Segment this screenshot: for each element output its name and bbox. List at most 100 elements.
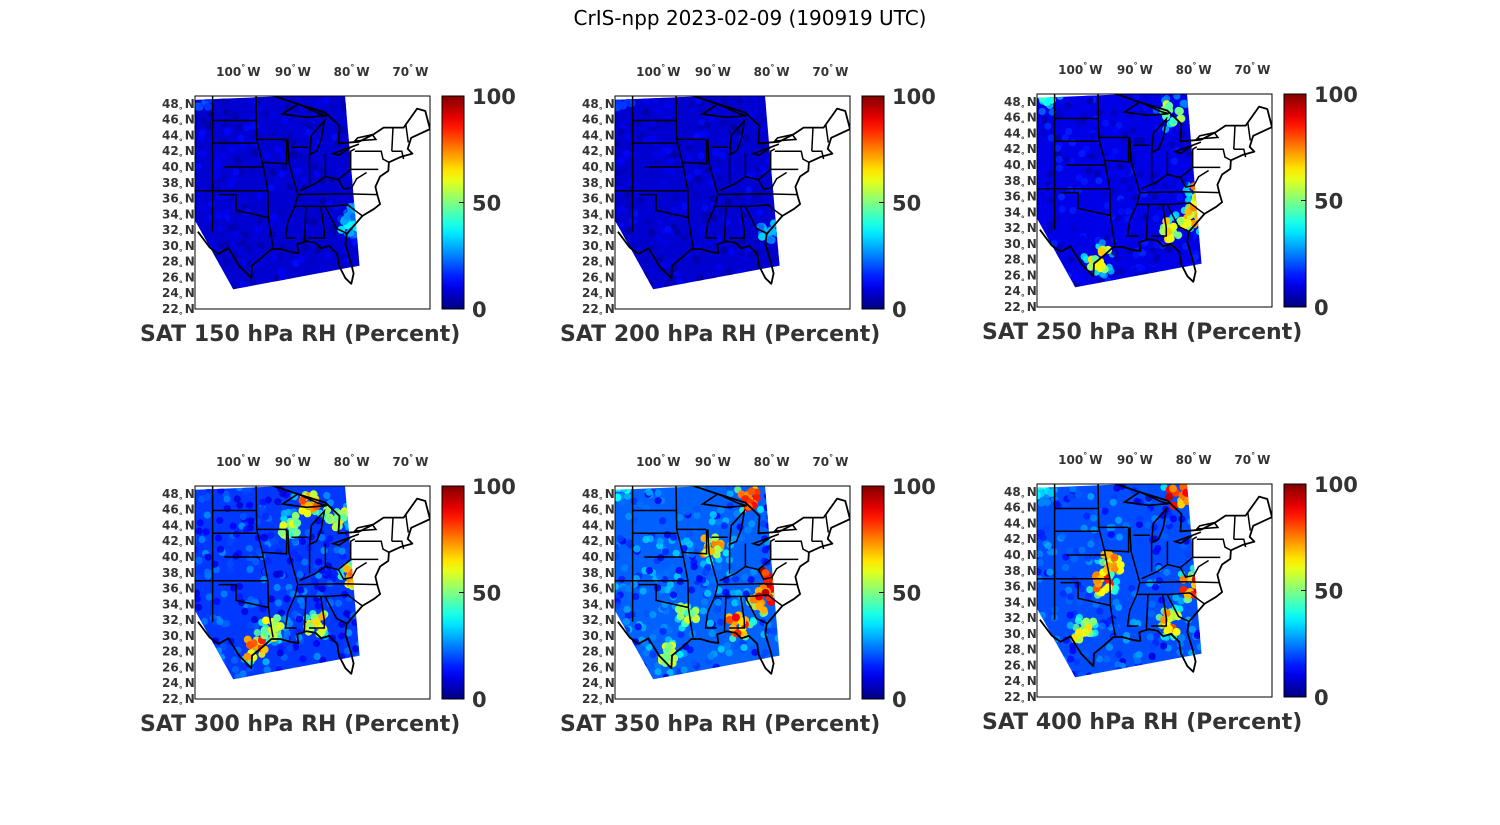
footprint: [711, 168, 720, 176]
footprint: [1111, 248, 1119, 256]
footprint: [714, 605, 722, 613]
feature-footprint: [298, 496, 307, 505]
footprint: [1065, 128, 1073, 136]
footprint: [269, 130, 277, 138]
lat-tick-label: 32° N: [582, 223, 615, 241]
footprint: [320, 546, 328, 555]
state-border: [303, 206, 307, 243]
colorbar-tick-label: 100: [892, 475, 936, 499]
footprint: [1172, 176, 1180, 184]
footprint: [338, 547, 346, 555]
footprint: [279, 490, 287, 498]
footprint: [665, 627, 673, 635]
state-border: [1233, 125, 1236, 150]
footprint: [1038, 107, 1046, 116]
footprint: [250, 616, 259, 624]
colorbar-tick-label: 100: [892, 85, 936, 109]
footprint: [722, 549, 730, 557]
footprint: [720, 136, 728, 144]
footprint: [267, 595, 275, 603]
footprint: [274, 161, 282, 169]
colorbar-tick-label: 50: [892, 582, 921, 606]
footprint: [740, 197, 748, 205]
footprint: [234, 268, 242, 276]
footprint: [248, 277, 256, 285]
footprint: [715, 518, 723, 526]
footprint: [1178, 634, 1186, 642]
footprint: [283, 629, 291, 638]
footprint: [318, 585, 326, 593]
state-border: [349, 148, 356, 170]
footprint: [1135, 651, 1143, 659]
footprint: [248, 517, 256, 525]
footprint: [1130, 152, 1138, 160]
state-border: [757, 558, 772, 571]
footprint: [1161, 183, 1170, 191]
map-frame: [614, 95, 851, 310]
lake-outline: [1150, 506, 1168, 544]
footprint: [1169, 148, 1177, 156]
footprint: [226, 538, 234, 546]
footprint: [660, 179, 668, 187]
feature-footprint: [1176, 217, 1185, 226]
footprint: [330, 569, 338, 577]
lon-tick-label: 80° W: [1176, 451, 1212, 467]
footprint: [633, 182, 641, 190]
footprint: [1111, 126, 1119, 134]
colorbar-tick-label: 50: [472, 582, 501, 606]
footprint: [690, 558, 698, 566]
feature-footprint: [1166, 234, 1175, 243]
footprint: [724, 198, 732, 206]
footprint: [250, 206, 258, 214]
footprint: [236, 501, 244, 509]
footprint: [648, 228, 656, 237]
footprint: [202, 137, 210, 146]
feature-footprint: [664, 642, 673, 651]
footprint: [286, 620, 294, 628]
footprint: [258, 505, 266, 513]
footprint: [1055, 107, 1063, 115]
footprint: [658, 148, 667, 156]
state-border: [1139, 581, 1220, 584]
footprint: [195, 573, 203, 582]
footprint: [296, 570, 304, 579]
state-border: [1151, 204, 1168, 237]
footprint: [656, 573, 664, 581]
feature-footprint: [201, 84, 209, 92]
footprint: [197, 144, 205, 152]
lat-tick-label: 26° N: [1004, 658, 1037, 676]
moisture-feature: [243, 635, 269, 662]
figure-title: CrIS-npp 2023-02-09 (190919 UTC): [573, 6, 927, 30]
feature-footprint: [323, 505, 332, 514]
footprint: [257, 242, 265, 250]
footprint: [718, 151, 726, 159]
feature-footprint: [1177, 500, 1186, 509]
colorbar-tick-label: 50: [892, 192, 921, 216]
footprint: [1067, 593, 1075, 601]
footprint: [666, 581, 675, 589]
lat-tick-label: 40° N: [162, 550, 195, 568]
footprint: [1111, 147, 1119, 155]
footprint: [1052, 176, 1060, 184]
footprint: [286, 644, 294, 652]
lon-tick-label: 90° W: [275, 453, 311, 469]
footprint: [289, 138, 297, 146]
footprint: [1113, 484, 1121, 492]
lake-outline: [1172, 531, 1202, 545]
footprint: [318, 533, 326, 542]
footprint: [615, 199, 623, 207]
footprint: [303, 155, 311, 163]
footprint: [757, 505, 765, 513]
footprint: [702, 568, 710, 576]
lat-tick-label: 26° N: [1004, 268, 1037, 286]
state-border: [294, 204, 363, 217]
footprint: [636, 500, 644, 508]
footprint: [245, 244, 253, 252]
footprint: [339, 126, 347, 134]
footprint: [1074, 491, 1082, 499]
footprint: [623, 191, 631, 199]
footprint: [645, 567, 653, 575]
footprint: [270, 213, 278, 221]
footprint: [704, 589, 712, 597]
